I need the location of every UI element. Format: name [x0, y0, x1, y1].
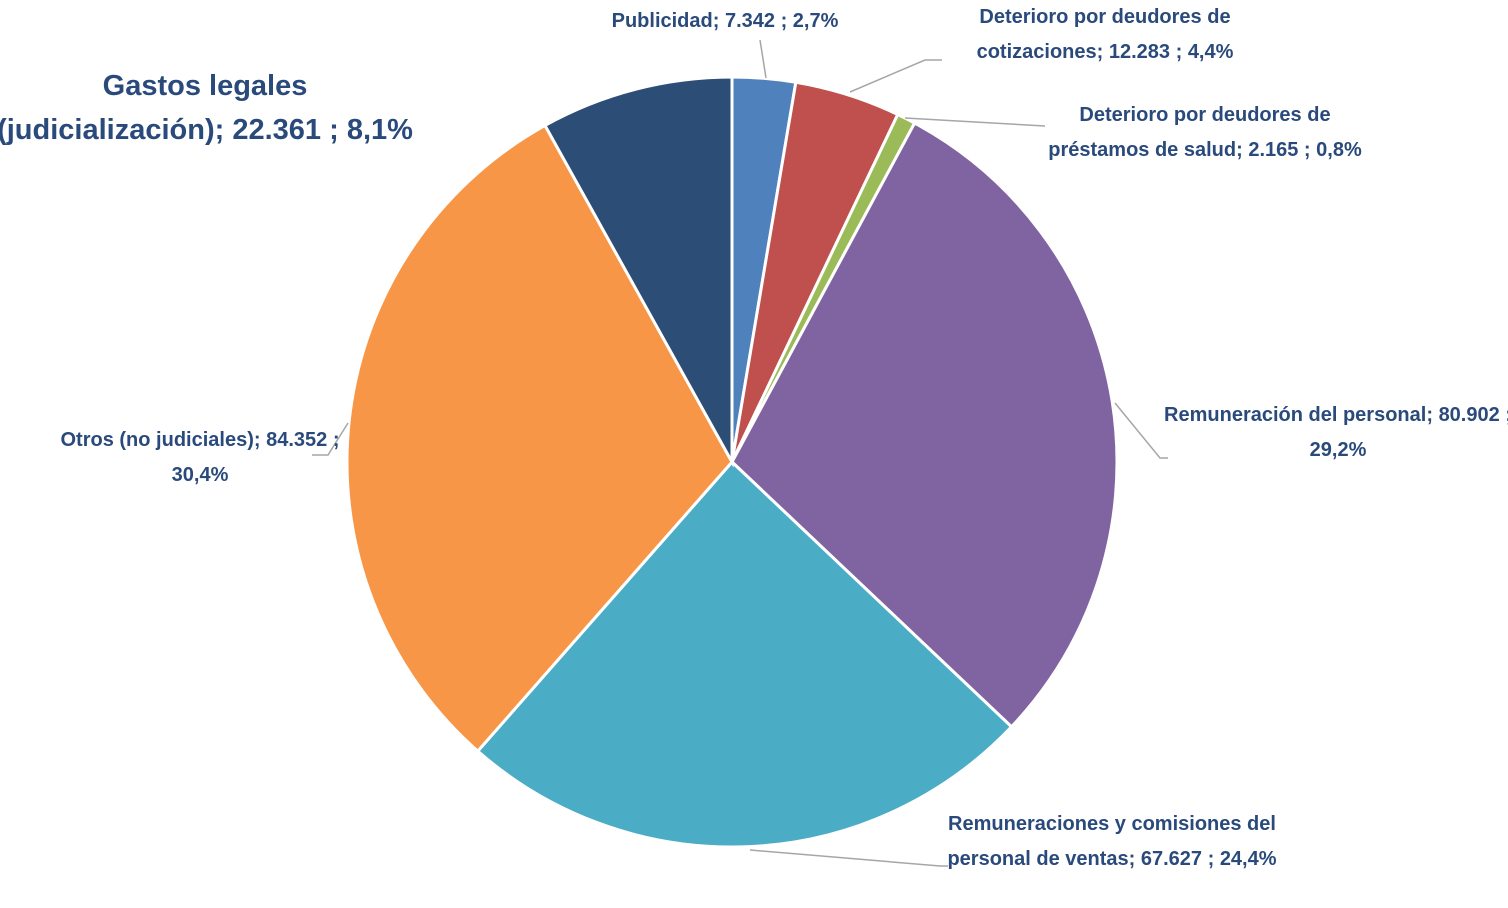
label-category: Otros (no judiciales); — [60, 429, 261, 451]
data-label: Remuneraciones y comisiones del personal… — [942, 807, 1282, 877]
data-label: Publicidad; 7.342 ; 2,7% — [565, 4, 885, 39]
leader-line — [1114, 402, 1168, 459]
pie-slice — [542, 75, 734, 468]
leader-line — [312, 422, 349, 456]
label-category: Remuneraciones y comisiones del personal… — [947, 813, 1276, 870]
label-value: 12.283 ; — [1108, 41, 1183, 63]
data-label: Deterioro por deudores de cotizaciones; … — [935, 0, 1275, 70]
label-percent: 24,4% — [1219, 848, 1277, 870]
data-label: Otros (no judiciales); 84.352 ; 30,4% — [60, 423, 340, 493]
label-percent: 0,8% — [1316, 139, 1362, 161]
data-label: Remuneración del personal; 80.902 ; 29,2… — [1163, 398, 1508, 468]
label-value: 22.361 ; — [232, 114, 339, 146]
pie-slice — [475, 459, 1014, 849]
data-label: Deterioro por deudores de préstamos de s… — [1035, 98, 1375, 168]
leader-lines — [312, 39, 1168, 867]
label-category: Publicidad; — [611, 10, 720, 32]
leader-line — [849, 59, 942, 93]
leader-line — [749, 849, 948, 867]
label-percent: 30,4% — [171, 464, 229, 486]
label-category: Gastos legales (judicialización); — [0, 70, 308, 146]
pie-slice — [730, 121, 1119, 729]
leader-line — [759, 39, 767, 79]
data-label: Gastos legales (judicialización); 22.361… — [0, 64, 415, 152]
label-value: 84.352 ; — [266, 429, 340, 451]
pie-slice — [345, 123, 734, 754]
label-category: Deterioro por deudores de préstamos de s… — [1048, 104, 1331, 161]
label-value: 7.342 ; — [724, 10, 788, 32]
leader-line — [904, 117, 1046, 127]
label-value: 80.902 ; — [1438, 404, 1508, 426]
label-percent: 2,7% — [792, 10, 839, 32]
label-category: Remuneración del personal; — [1164, 404, 1433, 426]
label-value: 67.627 ; — [1140, 848, 1215, 870]
label-percent: 29,2% — [1309, 439, 1367, 461]
label-category: Deterioro por deudores de cotizaciones; — [976, 6, 1231, 63]
label-percent: 8,1% — [346, 114, 413, 146]
label-value: 2.165 ; — [1248, 139, 1311, 161]
label-percent: 4,4% — [1187, 41, 1234, 63]
